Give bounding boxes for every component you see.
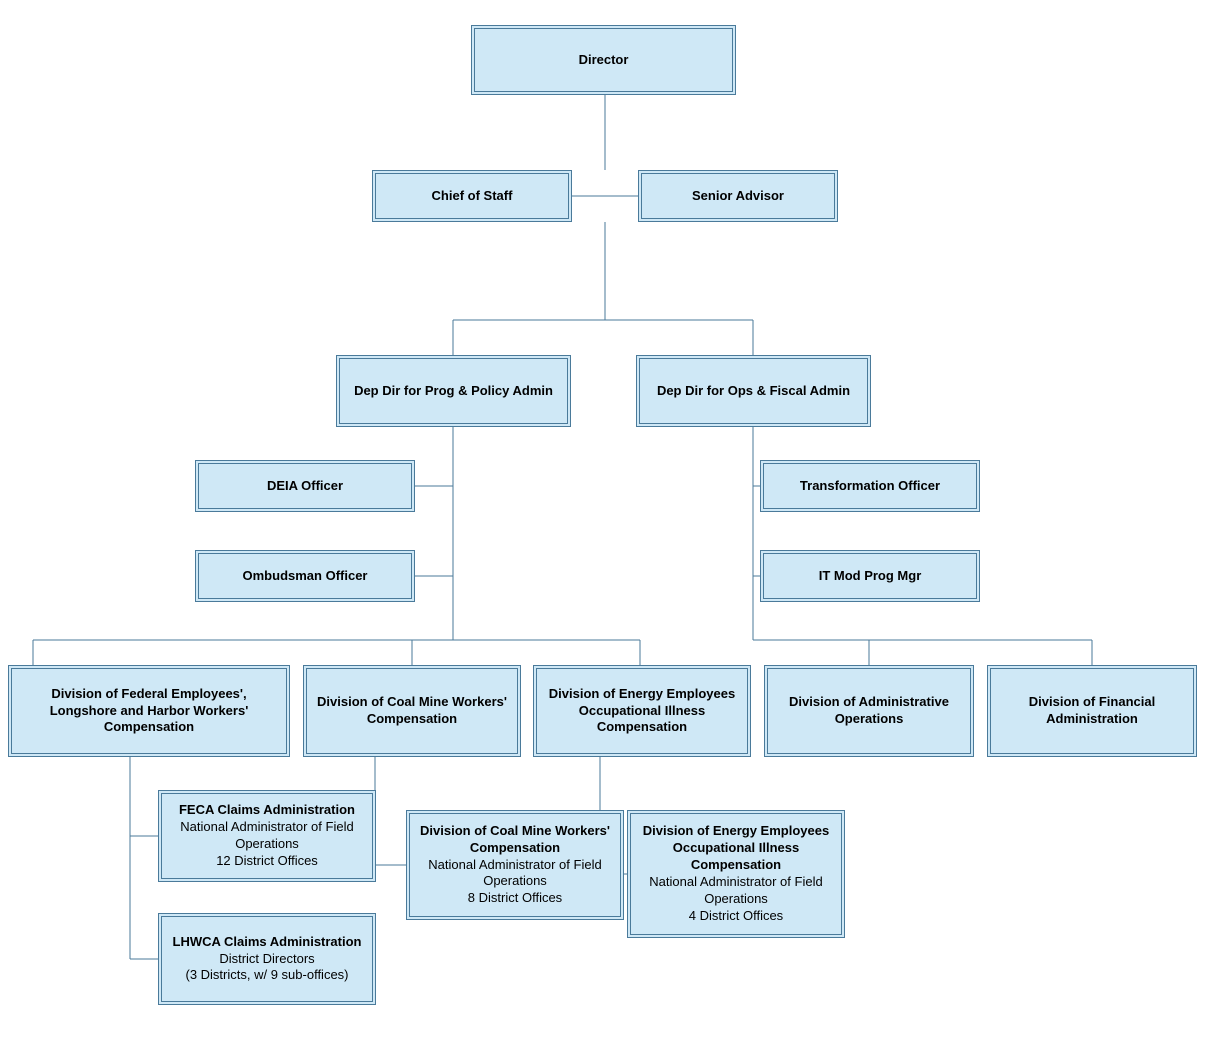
node-energy-sub: Division of Energy Employees Occupationa… — [627, 810, 845, 938]
node-div-fin: Division of Financial Administration — [987, 665, 1197, 757]
node-div-energy: Division of Energy Employees Occupationa… — [533, 665, 751, 757]
node-deia: DEIA Officer — [195, 460, 415, 512]
node-div-coal: Division of Coal Mine Workers' Compensat… — [303, 665, 521, 757]
node-transformation: Transformation Officer — [760, 460, 980, 512]
node-ombudsman: Ombudsman Officer — [195, 550, 415, 602]
node-dep-prog: Dep Dir for Prog & Policy Admin — [336, 355, 571, 427]
node-coal-sub: Division of Coal Mine Workers' Compensat… — [406, 810, 624, 920]
node-it-mod: IT Mod Prog Mgr — [760, 550, 980, 602]
node-div-fed: Division of Federal Employees', Longshor… — [8, 665, 290, 757]
node-chief-of-staff: Chief of Staff — [372, 170, 572, 222]
node-div-admin: Division of Administrative Operations — [764, 665, 974, 757]
node-lhwca: LHWCA Claims Administration District Dir… — [158, 913, 376, 1005]
node-director: Director — [471, 25, 736, 95]
node-feca: FECA Claims Administration National Admi… — [158, 790, 376, 882]
node-dep-ops: Dep Dir for Ops & Fiscal Admin — [636, 355, 871, 427]
node-senior-advisor: Senior Advisor — [638, 170, 838, 222]
